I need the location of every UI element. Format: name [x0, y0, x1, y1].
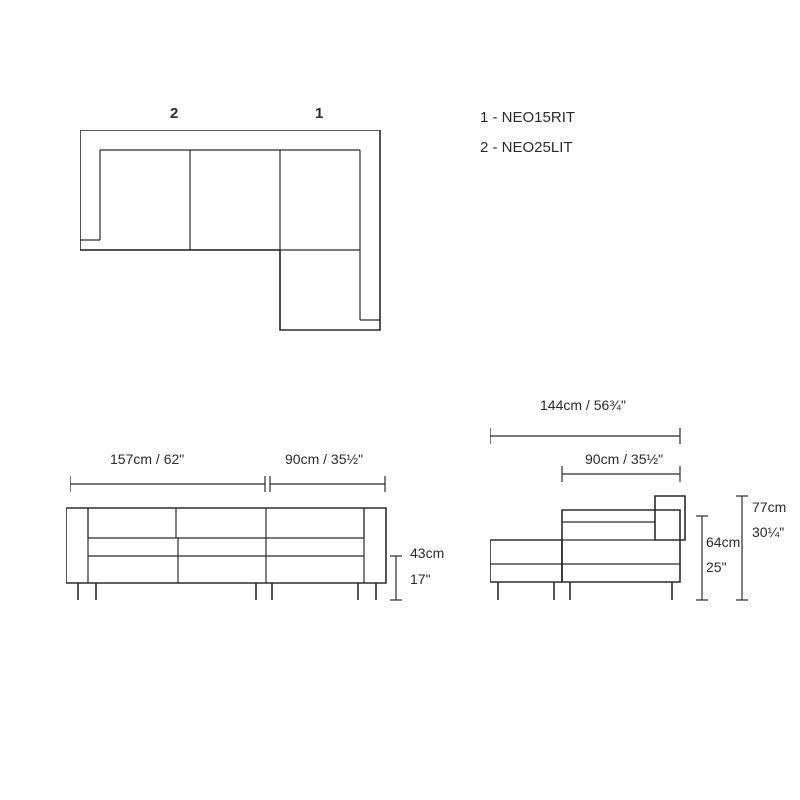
side-back-h-cm: 77cm	[752, 500, 786, 515]
side-depth-full: 144cm / 56¾"	[540, 398, 626, 413]
side-view	[490, 492, 695, 607]
top-label-1: 1	[315, 106, 323, 123]
side-arm-h-in: 25"	[706, 560, 727, 575]
side-arm-h-cm: 64cm	[706, 535, 740, 550]
front-view	[66, 498, 396, 603]
front-dim-bars	[70, 472, 390, 494]
top-label-2: 2	[170, 106, 178, 123]
legend-item-1: 1 - NEO15RIT	[480, 110, 575, 127]
front-seat-h-cm: 43cm	[410, 546, 444, 561]
top-view	[80, 130, 390, 340]
front-width-left: 157cm / 62"	[110, 452, 184, 467]
front-seat-h-in: 17"	[410, 572, 431, 587]
front-width-right: 90cm / 35½"	[285, 452, 363, 467]
diagram-stage: 2 1 1 - NEO15RIT 2 - NEO25LIT 157cm / 62…	[0, 0, 800, 800]
side-back-h-in: 30¼"	[752, 525, 784, 540]
side-depth-seat: 90cm / 35½"	[585, 452, 663, 467]
legend-item-2: 2 - NEO25LIT	[480, 140, 573, 157]
